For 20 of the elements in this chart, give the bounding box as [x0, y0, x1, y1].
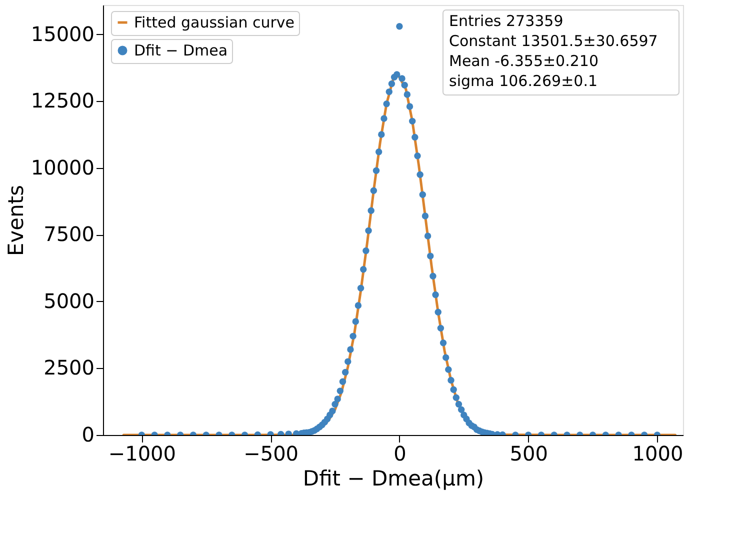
y-tick-label: 5000: [44, 288, 94, 313]
legend-label: Dfit − Dmea: [134, 42, 228, 60]
annotation: Mean -6.355±0.210: [449, 52, 599, 70]
annotation: Entries 273359: [449, 12, 564, 30]
x-tick-label: −1000: [108, 442, 176, 466]
y-tick-label: 2500: [44, 356, 94, 380]
x-tick-label: 0: [394, 442, 406, 466]
y-tick-label: 0: [82, 422, 94, 446]
x-tick-label: −500: [244, 442, 299, 466]
annotation: Constant 13501.5±30.6597: [449, 32, 658, 50]
x-tick-label: 500: [510, 442, 548, 466]
annotation: sigma 106.269±0.1: [449, 72, 598, 90]
y-axis-title: Events: [4, 184, 28, 256]
y-tick-label: 7500: [44, 222, 94, 246]
y-tick-label: 12500: [30, 88, 94, 113]
x-tick-label: 1000: [632, 442, 684, 466]
y-tick-label: 10000: [30, 155, 94, 180]
x-axis-title: Dfit − Dmea(μm): [302, 466, 484, 490]
y-tick-label: 15000: [30, 22, 94, 46]
legend-label: Fitted gaussian curve: [134, 14, 294, 32]
